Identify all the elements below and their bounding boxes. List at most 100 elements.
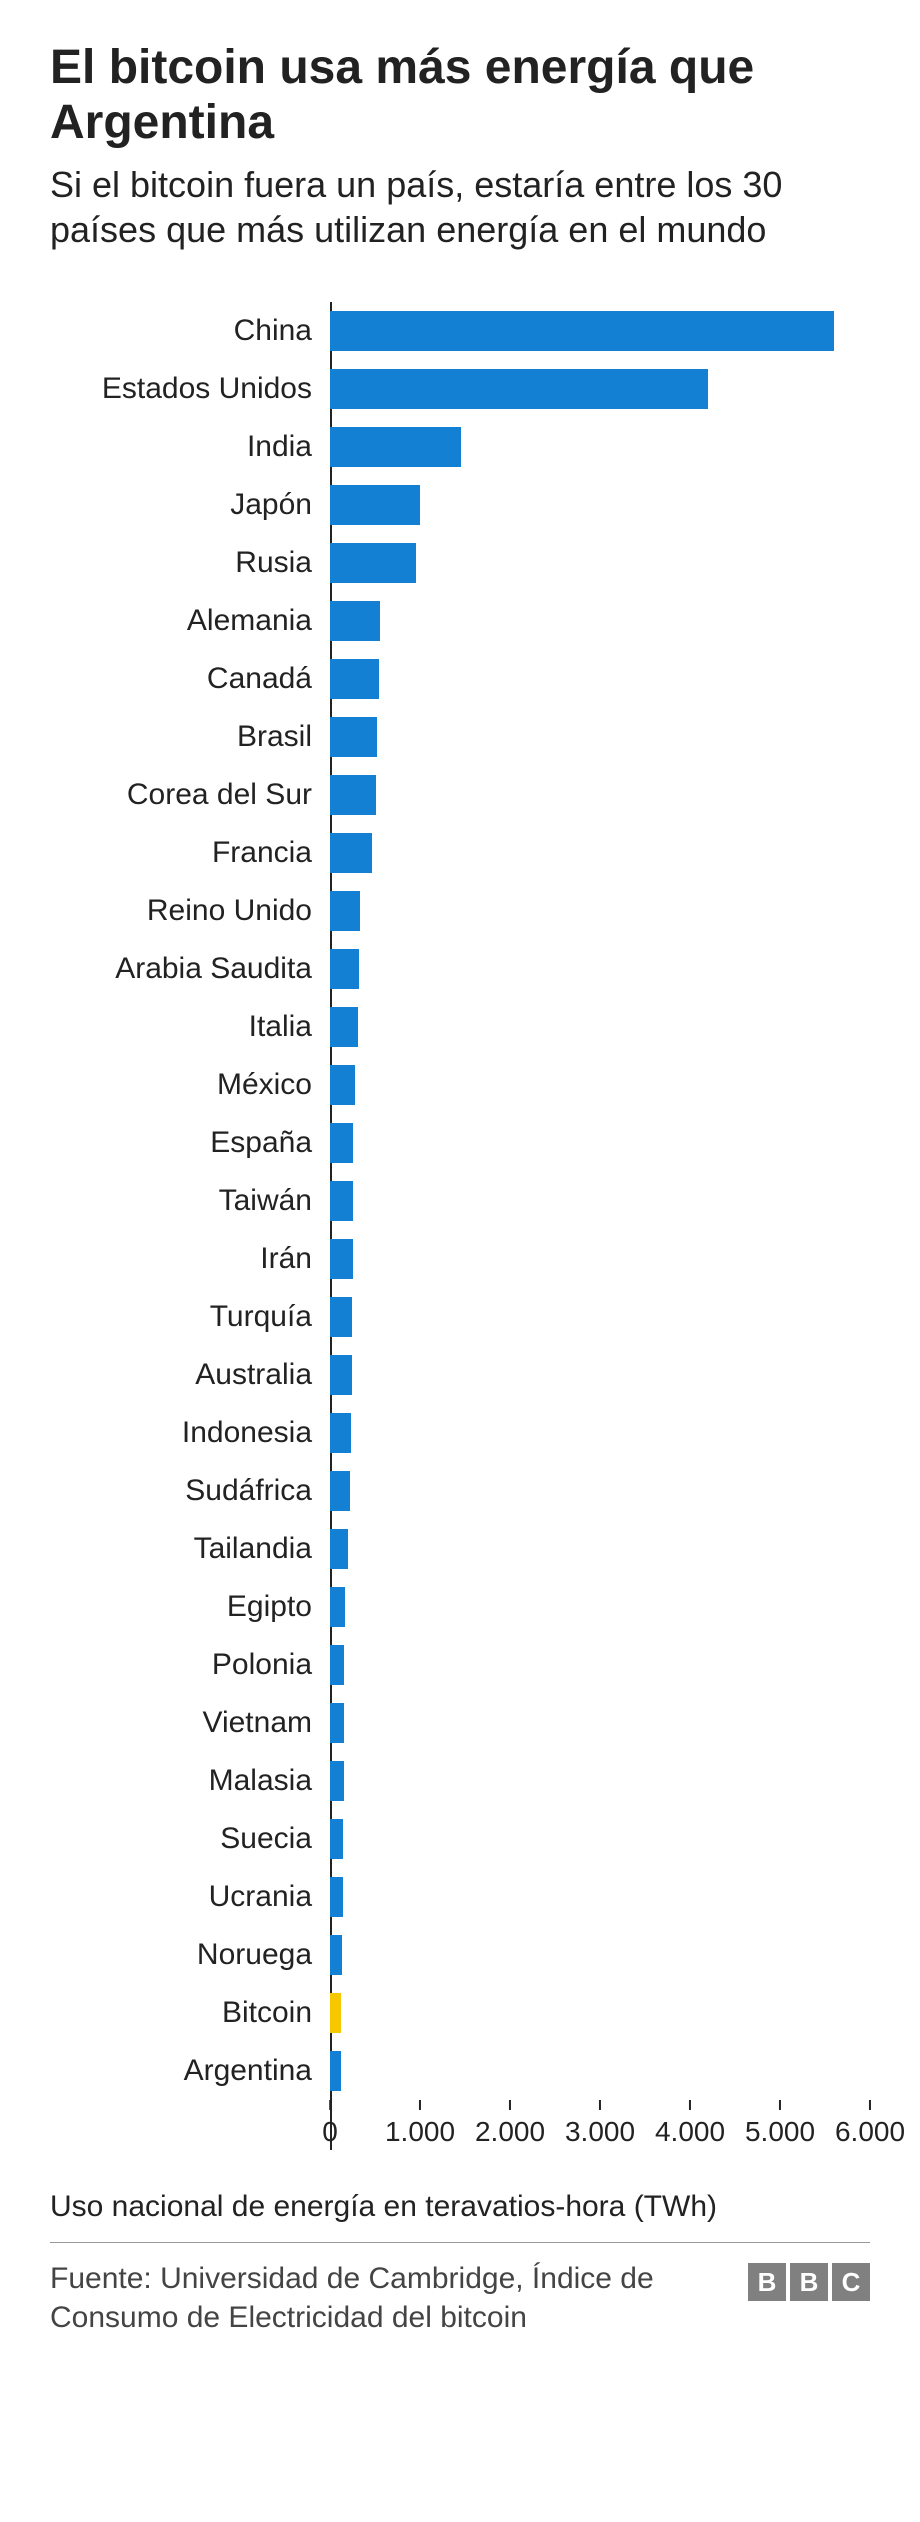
category-label: Bitcoin	[50, 1996, 330, 2030]
bar-row: Malasia	[50, 1752, 870, 1810]
x-tick: 3.000	[565, 2100, 635, 2148]
bar-track	[330, 592, 870, 650]
bar-row: Ucrania	[50, 1868, 870, 1926]
bar	[330, 1297, 352, 1337]
tick-label: 4.000	[655, 2116, 725, 2148]
category-label: Polonia	[50, 1648, 330, 1682]
bar-row: España	[50, 1114, 870, 1172]
category-label: España	[50, 1126, 330, 1160]
category-label: Malasia	[50, 1764, 330, 1798]
bar-row: Noruega	[50, 1926, 870, 1984]
bar-track	[330, 534, 870, 592]
bar-row: Sudáfrica	[50, 1462, 870, 1520]
bar	[330, 1355, 352, 1395]
x-tick: 6.000	[835, 2100, 905, 2148]
bar-track	[330, 1056, 870, 1114]
bar-row: Francia	[50, 824, 870, 882]
bar	[330, 1935, 342, 1975]
bar-track	[330, 1288, 870, 1346]
x-tick: 0	[322, 2100, 338, 2148]
bar-row: Reino Unido	[50, 882, 870, 940]
bar	[330, 1065, 355, 1105]
bar-row: Japón	[50, 476, 870, 534]
category-label: México	[50, 1068, 330, 1102]
category-label: Japón	[50, 488, 330, 522]
bar-row: Vietnam	[50, 1694, 870, 1752]
bar-row: Suecia	[50, 1810, 870, 1868]
bar	[330, 949, 359, 989]
bar-track	[330, 940, 870, 998]
bar	[330, 485, 420, 525]
bar	[330, 1819, 343, 1859]
chart-subtitle: Si el bitcoin fuera un país, estaría ent…	[50, 162, 870, 252]
bar-row: Polonia	[50, 1636, 870, 1694]
tick-mark	[869, 2100, 871, 2110]
category-label: Brasil	[50, 720, 330, 754]
tick-mark	[599, 2100, 601, 2110]
bbc-logo: BBC	[748, 2263, 870, 2301]
bar-track	[330, 1404, 870, 1462]
tick-mark	[689, 2100, 691, 2110]
bar	[330, 1123, 353, 1163]
category-label: Sudáfrica	[50, 1474, 330, 1508]
bar	[330, 1877, 343, 1917]
category-label: Argentina	[50, 2054, 330, 2088]
category-label: Reino Unido	[50, 894, 330, 928]
bar-row: Italia	[50, 998, 870, 1056]
tick-mark	[329, 2100, 331, 2110]
bar-row: Estados Unidos	[50, 360, 870, 418]
bar-track	[330, 1984, 870, 2042]
bar-track	[330, 1752, 870, 1810]
bar	[330, 1181, 353, 1221]
category-label: Rusia	[50, 546, 330, 580]
bar-highlight	[330, 1993, 341, 2033]
bar-chart: ChinaEstados Unidos India Japón Rusia Aleman…	[50, 302, 870, 2150]
bar	[330, 427, 461, 467]
bar-track	[330, 476, 870, 534]
tick-mark	[779, 2100, 781, 2110]
bar-track	[330, 418, 870, 476]
category-label: Alemania	[50, 604, 330, 638]
bar-track	[330, 360, 870, 418]
bar-track	[330, 1926, 870, 1984]
bar-row: Brasil	[50, 708, 870, 766]
bar	[330, 1471, 350, 1511]
bar-row: Egipto	[50, 1578, 870, 1636]
category-label: Australia	[50, 1358, 330, 1392]
category-label: Corea del Sur	[50, 778, 330, 812]
x-axis: 01.0002.0003.0004.0005.0006.000	[330, 2100, 870, 2150]
bar-row: Argentina	[50, 2042, 870, 2100]
bar	[330, 1703, 344, 1743]
bar-row: Irán	[50, 1230, 870, 1288]
bar-track	[330, 1346, 870, 1404]
x-tick: 5.000	[745, 2100, 815, 2148]
bar-row: Canadá	[50, 650, 870, 708]
bar-row: China	[50, 302, 870, 360]
bar-track	[330, 1230, 870, 1288]
bar	[330, 659, 379, 699]
bar-row: Taiwán	[50, 1172, 870, 1230]
category-label: Vietnam	[50, 1706, 330, 1740]
category-label: Turquía	[50, 1300, 330, 1334]
bar-row: Bitcoin	[50, 1984, 870, 2042]
category-label: India	[50, 430, 330, 464]
bar	[330, 1761, 344, 1801]
x-tick: 2.000	[475, 2100, 545, 2148]
footer: Fuente: Universidad de Cambridge, Índice…	[50, 2242, 870, 2337]
bar	[330, 1529, 348, 1569]
category-label: Canadá	[50, 662, 330, 696]
bar	[330, 775, 376, 815]
category-label: Irán	[50, 1242, 330, 1276]
bar-track	[330, 998, 870, 1056]
bar	[330, 543, 416, 583]
category-label: Ucrania	[50, 1880, 330, 1914]
category-label: Noruega	[50, 1938, 330, 1972]
bar-row: Indonesia	[50, 1404, 870, 1462]
bar-track	[330, 882, 870, 940]
tick-label: 3.000	[565, 2116, 635, 2148]
bar-track	[330, 1172, 870, 1230]
bar-row: India	[50, 418, 870, 476]
tick-label: 2.000	[475, 2116, 545, 2148]
bar-track	[330, 708, 870, 766]
bar-track	[330, 302, 870, 360]
